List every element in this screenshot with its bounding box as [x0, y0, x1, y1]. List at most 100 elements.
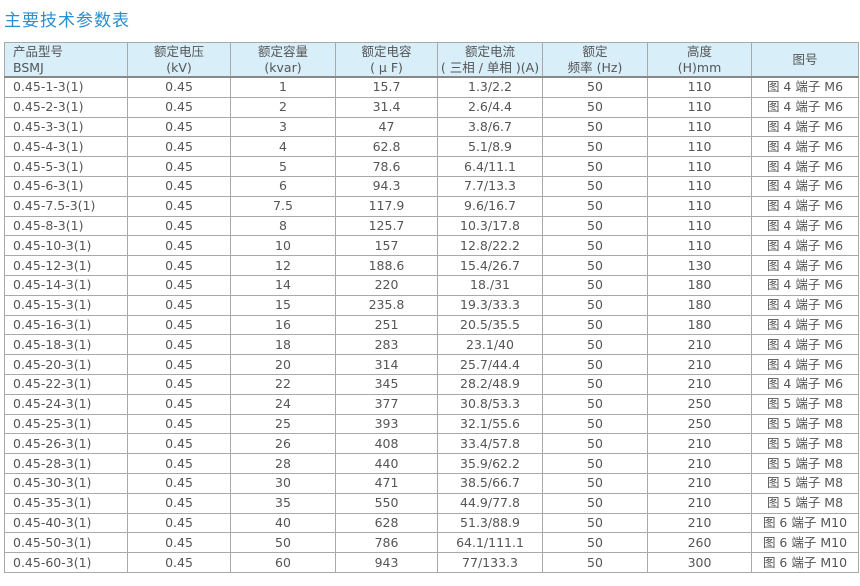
cell-frequency: 50	[542, 334, 648, 356]
cell-height: 210	[647, 453, 752, 474]
cell-figure: 图 5 端子 M8	[751, 453, 859, 474]
cell-height: 210	[647, 334, 752, 356]
cell-voltage: 0.45	[127, 96, 231, 118]
cell-voltage: 0.45	[127, 552, 231, 573]
cell-figure: 图 4 端子 M6	[751, 373, 859, 395]
cell-voltage: 0.45	[127, 512, 231, 534]
table-row: 0.45-8-3(1) 0.45 8 125.7 10.3/17.8 50 110 图 4 端…	[4, 215, 859, 237]
cell-frequency: 50	[542, 274, 648, 296]
cell-figure: 图 4 端子 M6	[751, 354, 859, 375]
cell-frequency: 50	[542, 532, 648, 554]
cell-figure: 图 5 端子 M8	[751, 492, 859, 514]
cell-frequency: 50	[542, 294, 648, 316]
cell-frequency: 50	[542, 354, 648, 375]
header-figure: 图号	[751, 42, 859, 78]
cell-capacitance: 628	[335, 512, 438, 534]
cell-figure: 图 4 端子 M6	[751, 255, 859, 276]
cell-height: 210	[647, 433, 752, 455]
cell-figure: 图 6 端子 M10	[751, 512, 859, 534]
cell-model: 0.45-24-3(1)	[4, 393, 128, 415]
cell-height: 110	[647, 175, 752, 197]
header-line: (H)mm	[677, 59, 722, 75]
cell-model: 0.45-5-3(1)	[4, 156, 128, 177]
cell-model: 0.45-8-3(1)	[4, 215, 128, 237]
header-line: 额定电流	[464, 43, 515, 59]
cell-current: 7.7/13.3	[437, 175, 543, 197]
cell-figure: 图 4 端子 M6	[751, 314, 859, 336]
table-row: 0.45-25-3(1) 0.45 25 393 32.1/55.6 50 250 图 5 端…	[4, 413, 859, 435]
cell-capacitance: 251	[335, 314, 438, 336]
table-row: 0.45-35-3(1) 0.45 35 550 44.9/77.8 50 210 图 5 端…	[4, 492, 859, 514]
cell-capacitance: 314	[335, 354, 438, 375]
page-title: 主要技术参数表	[4, 11, 130, 31]
table-row: 0.45-3-3(1) 0.45 3 47 3.8/6.7 50 110 图 4 端子 M6	[4, 116, 859, 138]
header-model: 产品型号 BSMJ	[4, 42, 128, 78]
cell-height: 260	[647, 532, 752, 554]
cell-frequency: 50	[542, 116, 648, 138]
cell-frequency: 50	[542, 314, 648, 336]
cell-height: 110	[647, 235, 752, 257]
cell-current: 44.9/77.8	[437, 492, 543, 514]
header-frequency: 额定 频率 (Hz)	[542, 42, 648, 78]
cell-model: 0.45-28-3(1)	[4, 453, 128, 474]
cell-current: 10.3/17.8	[437, 215, 543, 237]
cell-capacitance: 408	[335, 433, 438, 455]
cell-current: 64.1/111.1	[437, 532, 543, 554]
cell-voltage: 0.45	[127, 492, 231, 514]
cell-capacity: 16	[230, 314, 336, 336]
cell-capacity: 14	[230, 274, 336, 296]
cell-voltage: 0.45	[127, 294, 231, 316]
cell-voltage: 0.45	[127, 75, 231, 98]
cell-capacity: 18	[230, 334, 336, 356]
cell-frequency: 50	[542, 373, 648, 395]
header-capacity: 额定容量 (kvar)	[230, 42, 336, 78]
table-row: 0.45-30-3(1) 0.45 30 471 38.5/66.7 50 210 图 5 端…	[4, 472, 859, 494]
cell-capacity: 7.5	[230, 195, 336, 217]
cell-figure: 图 6 端子 M10	[751, 532, 859, 554]
cell-model: 0.45-35-3(1)	[4, 492, 128, 514]
header-capacitance: 额定电容( μ F)	[335, 42, 438, 78]
cell-capacity: 6	[230, 175, 336, 197]
cell-figure: 图 4 端子 M6	[751, 294, 859, 316]
cell-voltage: 0.45	[127, 156, 231, 177]
table-row: 0.45-4-3(1) 0.45 4 62.8 5.1/8.9 50 110 图 4 端子 M…	[4, 136, 859, 158]
cell-capacity: 28	[230, 453, 336, 474]
table-row: 0.45-20-3(1) 0.45 20 314 25.7/44.4 50 210 图 4 端…	[4, 354, 859, 375]
cell-capacitance: 471	[335, 472, 438, 494]
cell-height: 250	[647, 393, 752, 415]
cell-height: 110	[647, 195, 752, 217]
cell-height: 110	[647, 215, 752, 237]
cell-capacity: 10	[230, 235, 336, 257]
cell-frequency: 50	[542, 552, 648, 573]
cell-model: 0.45-12-3(1)	[4, 255, 128, 276]
cell-frequency: 50	[542, 413, 648, 435]
cell-capacity: 24	[230, 393, 336, 415]
cell-capacitance: 157	[335, 235, 438, 257]
cell-capacitance: 440	[335, 453, 438, 474]
cell-current: 33.4/57.8	[437, 433, 543, 455]
cell-capacity: 4	[230, 136, 336, 158]
cell-current: 19.3/33.3	[437, 294, 543, 316]
cell-figure: 图 4 端子 M6	[751, 235, 859, 257]
cell-figure: 图 4 端子 M6	[751, 116, 859, 138]
cell-voltage: 0.45	[127, 373, 231, 395]
header-line: 频率 (Hz)	[567, 59, 623, 75]
cell-figure: 图 4 端子 M6	[751, 195, 859, 217]
table-row: 0.45-50-3(1) 0.45 50 786 64.1/111.1 50 260 图 6 …	[4, 532, 859, 554]
cell-model: 0.45-6-3(1)	[4, 175, 128, 197]
cell-capacity: 26	[230, 433, 336, 455]
cell-capacity: 1	[230, 75, 336, 98]
table-row: 0.45-26-3(1) 0.45 26 408 33.4/57.8 50 210 图 5 端…	[4, 433, 859, 455]
cell-current: 77/133.3	[437, 552, 543, 573]
cell-capacity: 50	[230, 532, 336, 554]
cell-capacity: 5	[230, 156, 336, 177]
cell-height: 180	[647, 314, 752, 336]
table-row: 0.45-6-3(1) 0.45 6 94.3 7.7/13.3 50 110 图 4 端子 …	[4, 175, 859, 197]
cell-voltage: 0.45	[127, 255, 231, 276]
cell-capacity: 3	[230, 116, 336, 138]
cell-figure: 图 4 端子 M6	[751, 215, 859, 237]
header-current: 额定电流( 三相 / 单相 )(A)	[437, 42, 543, 78]
table-row: 0.45-24-3(1) 0.45 24 377 30.8/53.3 50 250 图 5 端…	[4, 393, 859, 415]
table-row: 0.45-16-3(1) 0.45 16 251 20.5/35.5 50 180 图 4 端…	[4, 314, 859, 336]
cell-capacitance: 235.8	[335, 294, 438, 316]
